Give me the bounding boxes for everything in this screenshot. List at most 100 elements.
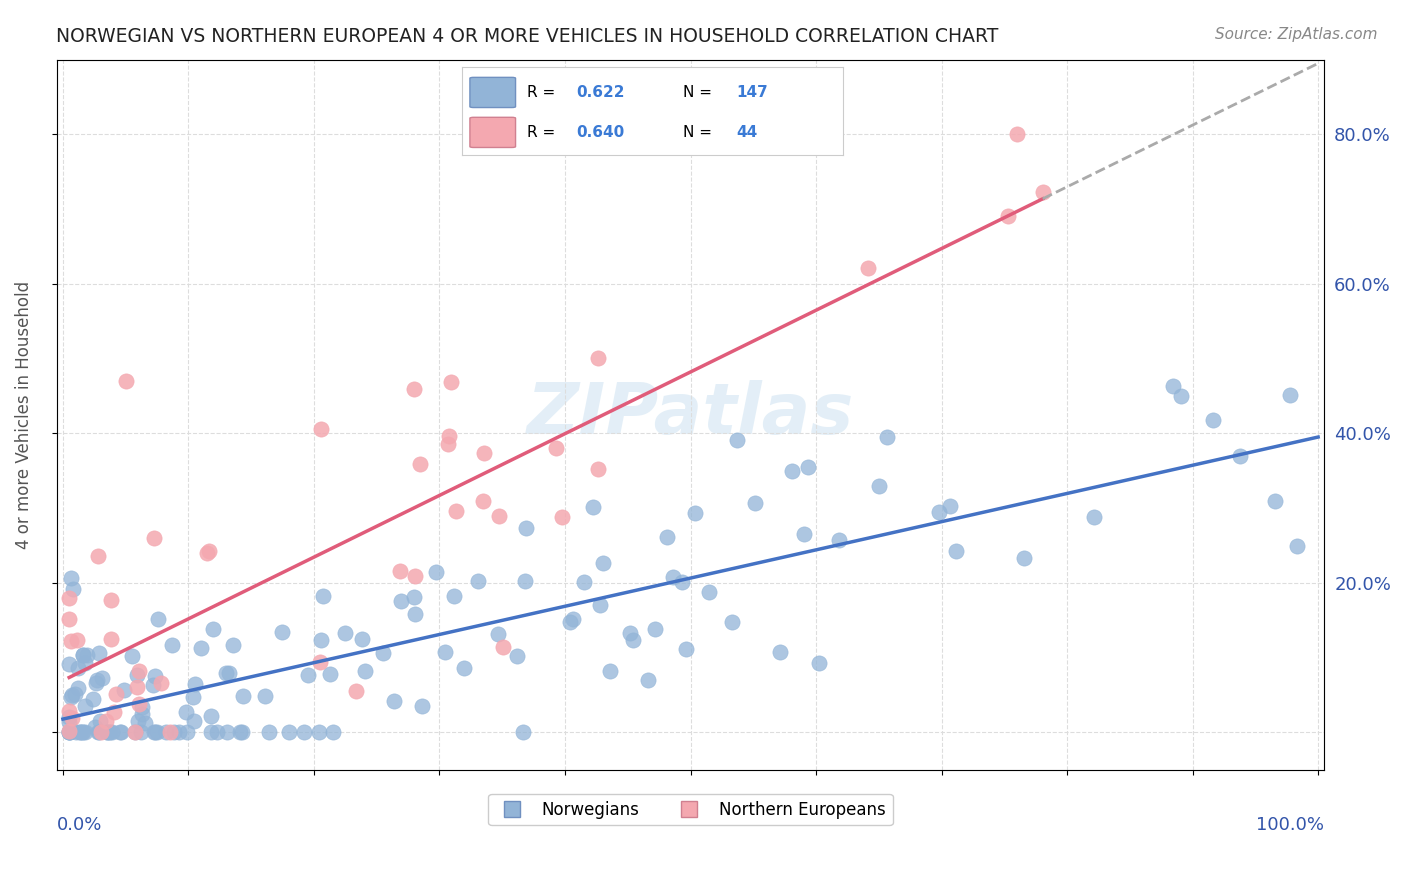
Point	[58, 725, 80, 739]
Point	[404, 607, 426, 621]
Point	[661, 570, 683, 584]
Point	[997, 209, 1019, 223]
Point	[98, 725, 121, 739]
Point	[780, 464, 803, 478]
Point	[231, 725, 253, 739]
Point	[96, 725, 118, 739]
Point	[124, 725, 146, 739]
Point	[108, 725, 131, 739]
Point	[146, 725, 169, 739]
Point	[58, 709, 80, 723]
Point	[1005, 128, 1028, 142]
Point	[124, 725, 146, 739]
Point	[572, 574, 595, 589]
Point	[214, 665, 236, 680]
Point	[201, 622, 224, 636]
Point	[768, 645, 790, 659]
Point	[100, 632, 122, 646]
Point	[174, 705, 197, 719]
Point	[1202, 413, 1225, 427]
Point	[1012, 551, 1035, 566]
Point	[308, 656, 330, 670]
Point	[128, 665, 150, 679]
Point	[131, 725, 153, 739]
Point	[402, 591, 425, 605]
Point	[589, 598, 612, 612]
Point	[146, 612, 169, 626]
Point	[808, 657, 831, 671]
Point	[308, 725, 330, 739]
Point	[440, 375, 463, 389]
Point	[190, 640, 212, 655]
Point	[425, 565, 447, 579]
Point	[472, 446, 495, 460]
Point	[621, 632, 644, 647]
Point	[292, 725, 315, 739]
Point	[143, 725, 166, 739]
Point	[58, 725, 80, 739]
Point	[1285, 539, 1308, 553]
Point	[66, 681, 89, 695]
Text: ZIPatlas: ZIPatlas	[527, 380, 855, 450]
Point	[72, 648, 94, 663]
Point	[544, 441, 567, 455]
Point	[127, 714, 149, 729]
Point	[86, 673, 108, 688]
Point	[373, 647, 395, 661]
Point	[333, 625, 356, 640]
Point	[72, 648, 94, 662]
Point	[938, 499, 960, 513]
Point	[70, 725, 93, 739]
Point	[793, 527, 815, 541]
Point	[1170, 389, 1192, 403]
Point	[492, 640, 515, 655]
Point	[297, 668, 319, 682]
Point	[506, 648, 529, 663]
Point	[96, 725, 118, 739]
Point	[76, 648, 98, 662]
Point	[58, 724, 80, 739]
Point	[344, 683, 367, 698]
Point	[128, 697, 150, 711]
Point	[278, 725, 301, 739]
Point	[586, 462, 609, 476]
Point	[200, 708, 222, 723]
Point	[1032, 186, 1054, 200]
Point	[131, 707, 153, 722]
Point	[675, 641, 697, 656]
Point	[82, 692, 104, 706]
Point	[90, 725, 112, 739]
Point	[945, 544, 967, 558]
Point	[437, 428, 460, 442]
Point	[828, 533, 851, 547]
Text: Source: ZipAtlas.com: Source: ZipAtlas.com	[1215, 27, 1378, 42]
Point	[350, 632, 373, 647]
Point	[382, 694, 405, 708]
Point	[65, 687, 87, 701]
Point	[1278, 388, 1301, 402]
Point	[319, 667, 342, 681]
Point	[155, 725, 177, 739]
Point	[125, 681, 148, 695]
Point	[232, 689, 254, 703]
Point	[94, 714, 117, 729]
Point	[75, 699, 97, 714]
Point	[588, 351, 610, 366]
Point	[59, 725, 82, 739]
Point	[433, 645, 456, 659]
Point	[84, 676, 107, 690]
Point	[562, 612, 585, 626]
Point	[104, 688, 127, 702]
Point	[876, 430, 898, 444]
Point	[58, 704, 80, 718]
Point	[101, 725, 124, 739]
Point	[388, 564, 411, 578]
Point	[411, 699, 433, 714]
Point	[167, 725, 190, 739]
Point	[159, 725, 181, 739]
Point	[644, 622, 666, 636]
Point	[467, 574, 489, 588]
Point	[389, 593, 412, 607]
Point	[200, 725, 222, 739]
Point	[143, 725, 166, 739]
